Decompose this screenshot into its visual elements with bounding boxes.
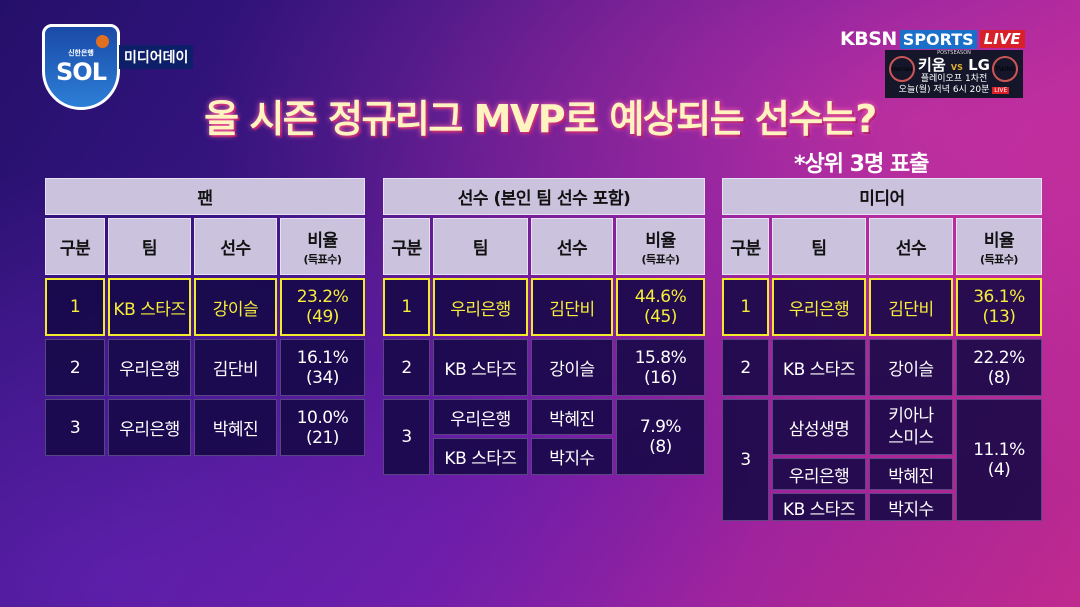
- player: 박혜진: [531, 399, 613, 435]
- rank: 3: [383, 399, 430, 475]
- ratio: 11.1% (4): [956, 399, 1042, 521]
- kbsn-text: KBSN: [840, 28, 897, 50]
- player: 박지수: [869, 493, 953, 521]
- team: KB 스타즈: [433, 438, 528, 475]
- col-player: 선수: [531, 218, 613, 275]
- logo-bank: 신한은행: [68, 49, 94, 57]
- player: 박혜진: [869, 458, 953, 490]
- table-row: 1 우리은행 김단비 36.1% (13): [722, 278, 1042, 336]
- table-row: KB 스타즈 박지수: [722, 493, 1042, 521]
- player: 박지수: [531, 438, 613, 475]
- player: 김단비: [194, 339, 277, 396]
- player: 김단비: [531, 278, 613, 336]
- table-row: KB 스타즈 박지수: [383, 438, 705, 475]
- team: 우리은행: [108, 339, 191, 396]
- team: KB 스타즈: [772, 493, 866, 521]
- footnote: *상위 3명 표출: [794, 152, 929, 177]
- player-vote-table: 선수 (본인 팀 선수 포함) 구분 팀 선수 비율 (득표수) 1 우리은행 김단비 44.…: [380, 175, 708, 478]
- player: 키아나 스미스: [869, 399, 953, 455]
- match-round: 플레이오프 1차전: [920, 74, 988, 84]
- col-ratio: 비율 (득표수): [280, 218, 365, 275]
- ratio: 23.2% (49): [280, 278, 365, 336]
- event-badge: 미디어데이: [119, 45, 194, 69]
- rank: 2: [722, 339, 769, 396]
- rank: 1: [383, 278, 430, 336]
- player: 강이슬: [194, 278, 277, 336]
- col-ratio: 비율 (득표수): [956, 218, 1042, 275]
- table-row: 3 우리은행 박혜진 10.0% (21): [45, 399, 365, 456]
- player: 강이슬: [869, 339, 953, 396]
- col-rank: 구분: [45, 218, 105, 275]
- col-rank: 구분: [383, 218, 430, 275]
- matchup: 키움 VS LG: [885, 56, 1023, 74]
- table-row: 1 우리은행 김단비 44.6% (45): [383, 278, 705, 336]
- team: 우리은행: [433, 399, 528, 435]
- table-row: 3 삼성생명 키아나 스미스 11.1% (4): [722, 399, 1042, 521]
- season-label: POSTSEASON: [937, 50, 971, 56]
- table-title: 미디어: [722, 178, 1042, 215]
- ratio: 10.0% (21): [280, 399, 365, 456]
- team: 우리은행: [108, 399, 191, 456]
- table-row: 3 우리은행 박혜진 7.9% (8): [383, 399, 705, 475]
- ratio: 44.6% (45): [616, 278, 705, 336]
- ratio: 22.2% (8): [956, 339, 1042, 396]
- vs-label: VS: [950, 63, 963, 72]
- table-title: 선수 (본인 팀 선수 포함): [383, 178, 705, 215]
- team: KB 스타즈: [433, 339, 528, 396]
- table-title: 팬: [45, 178, 365, 215]
- player: 강이슬: [531, 339, 613, 396]
- ratio: 15.8% (16): [616, 339, 705, 396]
- team: 삼성생명: [772, 399, 866, 455]
- table-row: 2 KB 스타즈 강이슬 22.2% (8): [722, 339, 1042, 396]
- table-row: 1 KB 스타즈 강이슬 23.2% (49): [45, 278, 365, 336]
- table-row: 2 우리은행 김단비 16.1% (34): [45, 339, 365, 396]
- rank: 3: [722, 399, 769, 521]
- player: 박혜진: [194, 399, 277, 456]
- ratio: 16.1% (34): [280, 339, 365, 396]
- col-team: 팀: [433, 218, 528, 275]
- rank: 3: [45, 399, 105, 456]
- ratio: 7.9% (8): [616, 399, 705, 475]
- twins-logo: TWINS: [992, 56, 1018, 82]
- broadcaster-logo: KBSN SPORTS LIVE: [840, 28, 1025, 50]
- sol-logo: 신한은행 SOL: [42, 24, 120, 110]
- player: 김단비: [869, 278, 953, 336]
- col-player: 선수: [194, 218, 277, 275]
- col-rank: 구분: [722, 218, 769, 275]
- team: KB 스타즈: [772, 339, 866, 396]
- rank: 1: [722, 278, 769, 336]
- team: 우리은행: [433, 278, 528, 336]
- live-badge: LIVE: [979, 30, 1025, 48]
- col-ratio: 비율 (득표수): [616, 218, 705, 275]
- media-table: 미디어 구분 팀 선수 비율 (득표수) 1 우리은행 김단비 36.1% (13) 2 KB 스…: [719, 175, 1045, 524]
- team: 우리은행: [772, 278, 866, 336]
- match-time: 오늘(월) 저녁 6시 20분: [898, 84, 990, 95]
- fan-table: 팬 구분 팀 선수 비율 (득표수) 1 KB 스타즈 강이슬 23.2% (49) 2 우리은행…: [42, 175, 368, 459]
- col-team: 팀: [772, 218, 866, 275]
- table-row: 우리은행 박혜진: [722, 458, 1042, 490]
- team: KB 스타즈: [108, 278, 191, 336]
- rank: 2: [45, 339, 105, 396]
- table-row: 2 KB 스타즈 강이슬 15.8% (16): [383, 339, 705, 396]
- page-title: 올 시즌 정규리그 MVP로 예상되는 선수는?: [204, 97, 877, 141]
- col-team: 팀: [108, 218, 191, 275]
- logo-brand: SOL: [56, 58, 107, 86]
- match-live: LIVE: [992, 86, 1010, 94]
- away-team: LG: [968, 56, 990, 74]
- basketball-icon: [96, 35, 109, 48]
- home-team: 키움: [918, 56, 946, 74]
- ratio: 36.1% (13): [956, 278, 1042, 336]
- sports-text: SPORTS: [899, 29, 977, 49]
- rank: 1: [45, 278, 105, 336]
- rank: 2: [383, 339, 430, 396]
- team: 우리은행: [772, 458, 866, 490]
- col-player: 선수: [869, 218, 953, 275]
- heroes-logo: Heroes: [889, 56, 915, 82]
